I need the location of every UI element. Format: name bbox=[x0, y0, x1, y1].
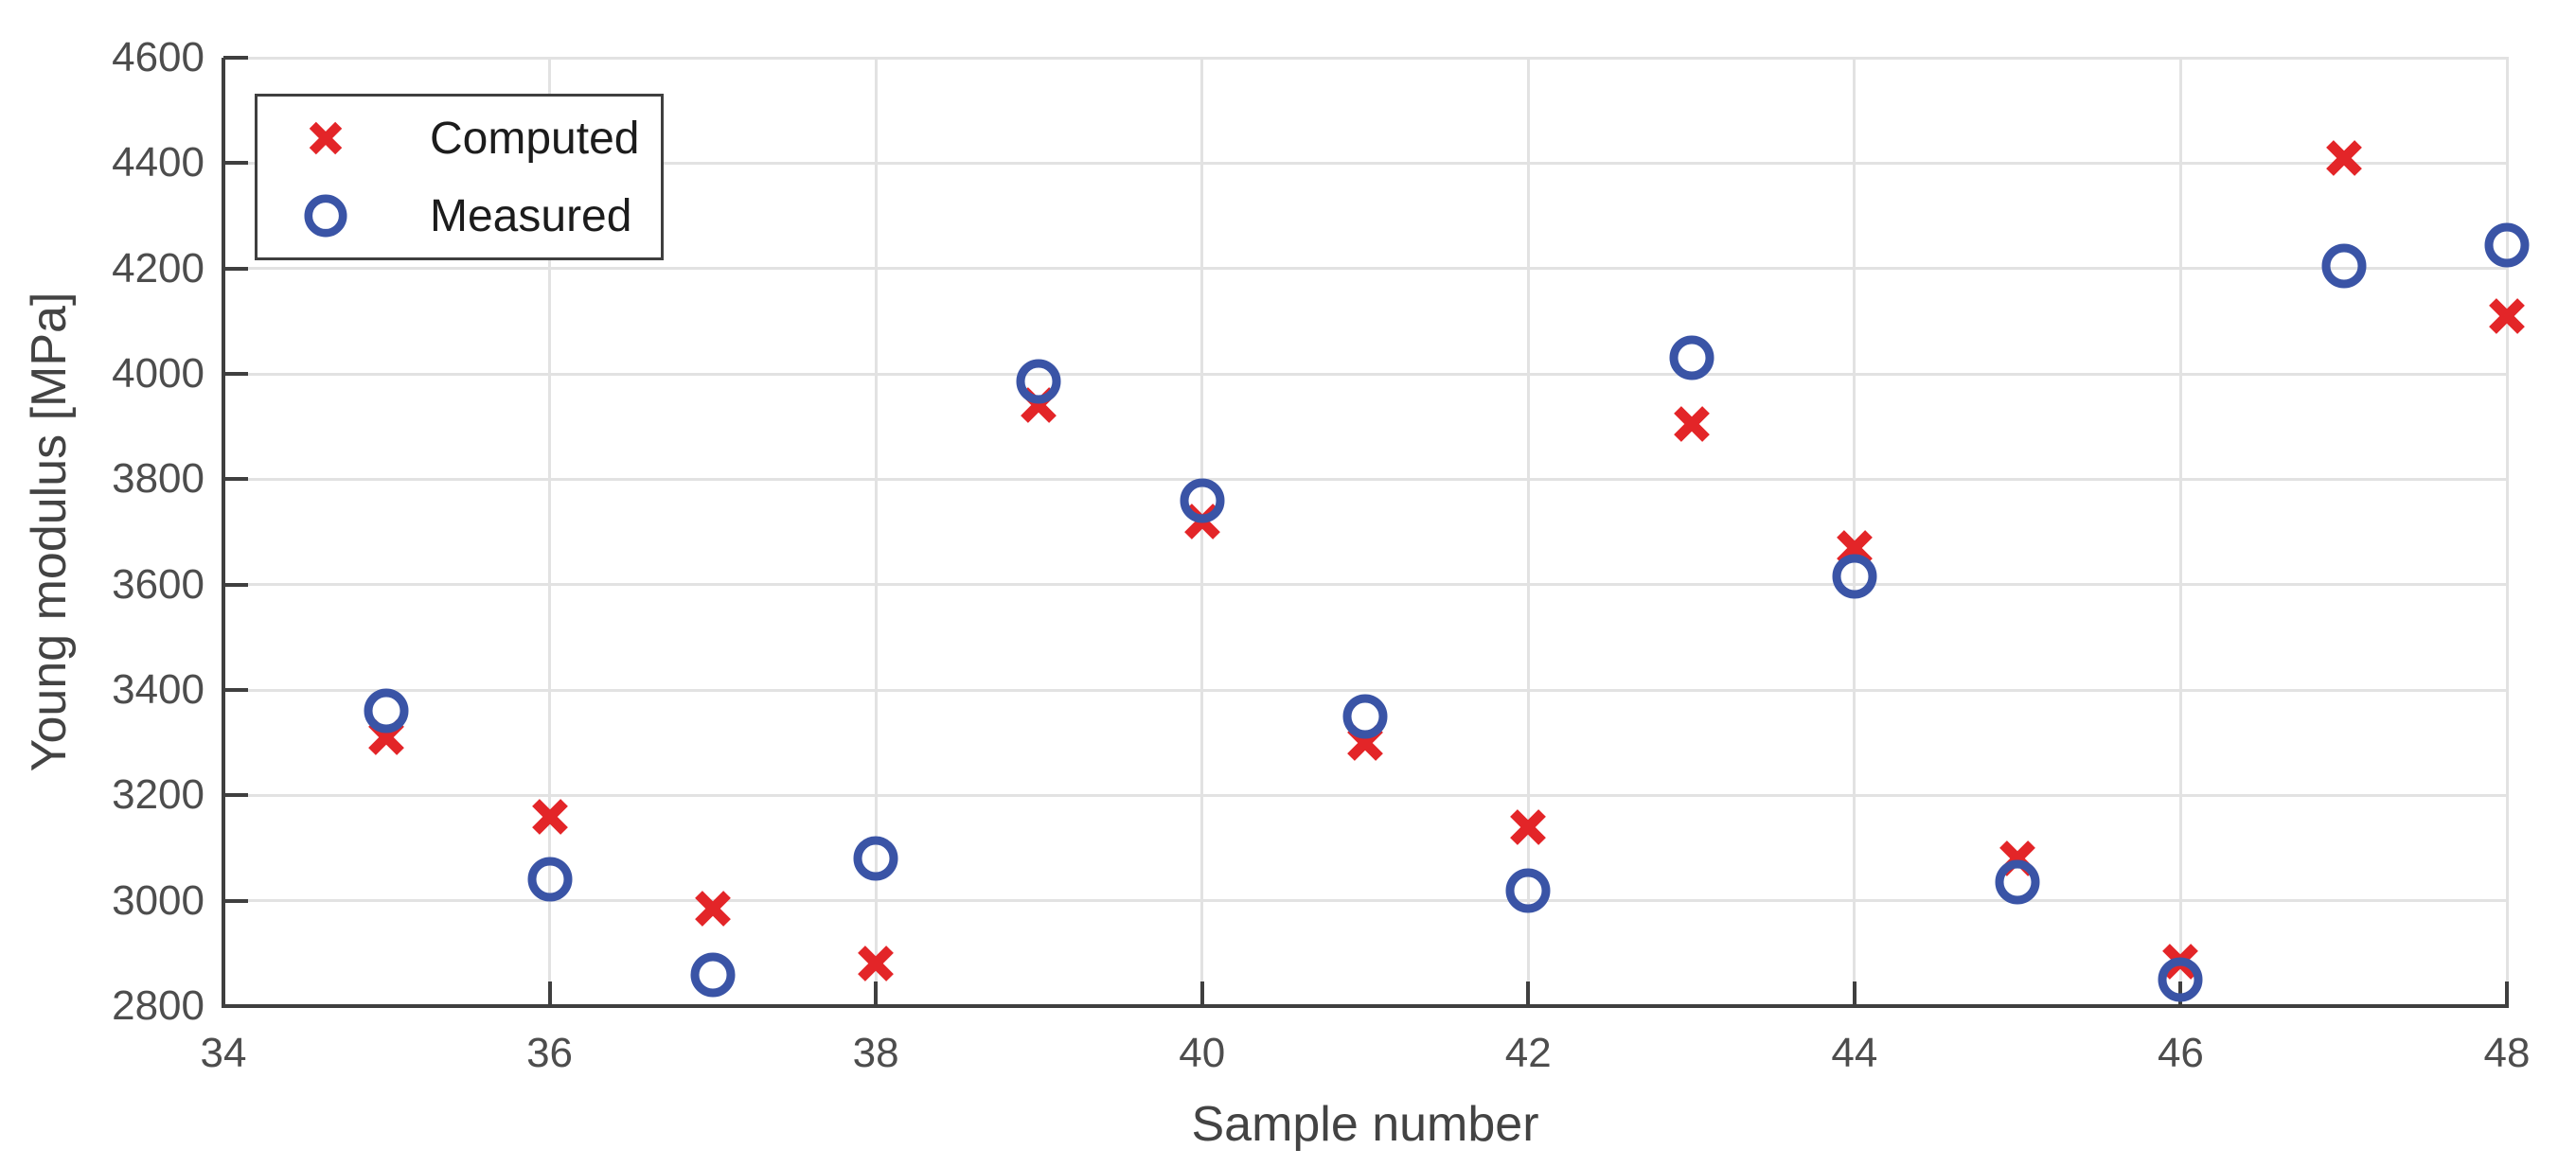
x-tick-44 bbox=[1852, 981, 1856, 1006]
y-tick-label-3000: 3000 bbox=[112, 876, 204, 924]
x-tick-label-42: 42 bbox=[1504, 1030, 1552, 1076]
y-tick-label-4000: 4000 bbox=[112, 350, 204, 397]
x-tick-label-46: 46 bbox=[2157, 1030, 2204, 1076]
point-measured-38 bbox=[853, 836, 898, 881]
x-axis-line bbox=[222, 1004, 2509, 1008]
x-tick-38 bbox=[874, 981, 879, 1006]
y-tick-4000 bbox=[223, 372, 248, 376]
point-measured-37 bbox=[690, 952, 736, 998]
legend-item-computed: Computed bbox=[258, 99, 661, 177]
x-tick-label-34: 34 bbox=[200, 1030, 247, 1076]
y-tick-4400 bbox=[223, 161, 248, 166]
y-tick-label-4200: 4200 bbox=[112, 244, 204, 292]
x-tick-label-36: 36 bbox=[526, 1030, 574, 1076]
gridline-x-36 bbox=[548, 58, 552, 1006]
point-measured-46 bbox=[2158, 957, 2203, 1002]
y-tick-3800 bbox=[223, 477, 248, 482]
point-measured-48 bbox=[2484, 222, 2530, 268]
point-measured-43 bbox=[1669, 335, 1714, 380]
point-measured-41 bbox=[1342, 694, 1388, 739]
plot-border-right bbox=[2506, 58, 2509, 1006]
point-computed-37 bbox=[691, 887, 735, 930]
point-measured-40 bbox=[1180, 478, 1225, 523]
x-tick-48 bbox=[2505, 981, 2509, 1006]
point-measured-39 bbox=[1016, 359, 1061, 404]
plot-area: Computed Measured bbox=[222, 56, 2530, 1008]
x-axis-label: Sample number bbox=[1191, 1097, 1539, 1152]
x-tick-label-48: 48 bbox=[2483, 1030, 2531, 1076]
gridline-y-4000 bbox=[223, 372, 2507, 376]
point-measured-44 bbox=[1832, 554, 1877, 599]
x-tick-40 bbox=[1199, 981, 1204, 1006]
y-tick-4600 bbox=[223, 56, 248, 60]
y-tick-label-3400: 3400 bbox=[112, 666, 204, 713]
y-tick-label-4400: 4400 bbox=[112, 139, 204, 186]
point-computed-36 bbox=[528, 795, 572, 839]
point-measured-45 bbox=[1995, 859, 2040, 905]
gridline-y-3800 bbox=[223, 477, 2507, 481]
x-tick-label-38: 38 bbox=[852, 1030, 899, 1076]
y-axis-label: Young modulus [MPa] bbox=[22, 292, 77, 772]
plot-border-top bbox=[223, 57, 2509, 60]
x-marker-icon bbox=[299, 118, 352, 158]
point-computed-42 bbox=[1506, 805, 1550, 849]
legend-item-measured: Measured bbox=[258, 177, 661, 255]
y-tick-3200 bbox=[223, 793, 248, 798]
gridline-y-3000 bbox=[223, 899, 2507, 903]
y-axis-line bbox=[222, 58, 225, 1008]
gridline-x-38 bbox=[874, 58, 878, 1006]
gridline-x-46 bbox=[2178, 58, 2182, 1006]
x-tick-42 bbox=[1526, 981, 1531, 1006]
gridline-y-4200 bbox=[223, 267, 2507, 271]
x-tick-34 bbox=[222, 981, 225, 1006]
gridline-x-44 bbox=[1853, 58, 1856, 1006]
gridline-y-3400 bbox=[223, 688, 2507, 692]
point-computed-48 bbox=[2485, 294, 2529, 338]
x-tick-label-40: 40 bbox=[1179, 1030, 1226, 1076]
point-measured-35 bbox=[364, 688, 409, 734]
gridline-x-40 bbox=[1200, 58, 1204, 1006]
gridline-x-42 bbox=[1526, 58, 1530, 1006]
point-computed-43 bbox=[1670, 402, 1714, 446]
legend-label-computed: Computed bbox=[430, 113, 640, 164]
y-tick-2800 bbox=[223, 1004, 248, 1008]
y-tick-3600 bbox=[223, 582, 248, 587]
gridline-y-3200 bbox=[223, 793, 2507, 797]
y-tick-label-3800: 3800 bbox=[112, 455, 204, 503]
legend-label-measured: Measured bbox=[430, 190, 632, 241]
y-tick-3000 bbox=[223, 898, 248, 903]
gridline-y-3600 bbox=[223, 583, 2507, 587]
point-measured-42 bbox=[1505, 868, 1551, 913]
point-computed-47 bbox=[2322, 136, 2366, 180]
y-tick-3400 bbox=[223, 688, 248, 692]
x-tick-label-44: 44 bbox=[1831, 1030, 1878, 1076]
point-computed-38 bbox=[854, 942, 897, 985]
point-measured-47 bbox=[2321, 243, 2367, 289]
y-tick-label-3200: 3200 bbox=[112, 771, 204, 819]
circle-marker-icon bbox=[299, 194, 352, 238]
x-tick-36 bbox=[547, 981, 552, 1006]
y-tick-label-2800: 2800 bbox=[112, 982, 204, 1029]
y-tick-label-4600: 4600 bbox=[112, 34, 204, 80]
legend: Computed Measured bbox=[255, 94, 664, 260]
y-tick-4200 bbox=[223, 266, 248, 271]
y-tick-label-3600: 3600 bbox=[112, 560, 204, 608]
gridline-y-4400 bbox=[223, 161, 2507, 165]
point-measured-36 bbox=[527, 857, 573, 902]
